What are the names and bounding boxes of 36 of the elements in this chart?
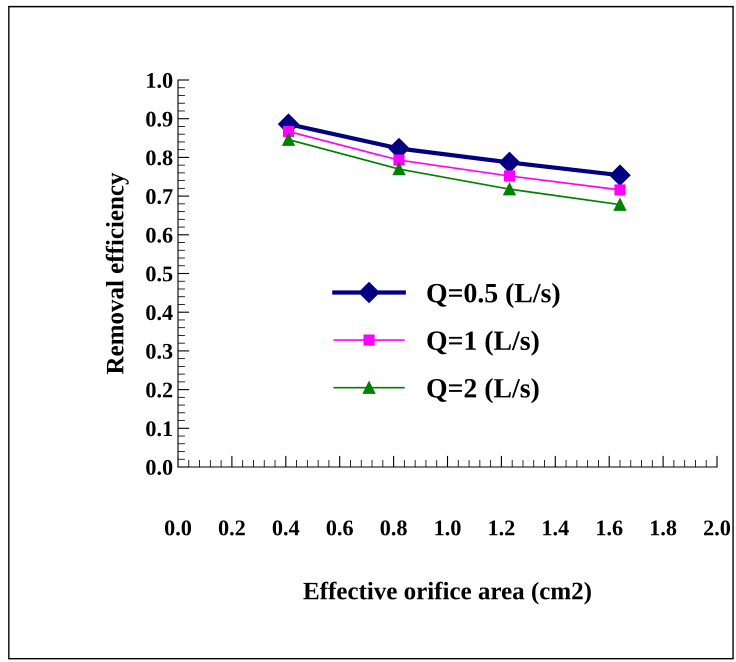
point	[503, 182, 516, 196]
x-tick-label: 0.0	[164, 520, 192, 536]
point	[392, 162, 406, 176]
y-tick-label: 0.9	[146, 112, 172, 127]
legend-label: Q=0.5 (L/s)	[427, 282, 560, 308]
x-tick-label: 2.0	[704, 520, 730, 536]
x-tick-label: 1.2	[489, 520, 514, 536]
x-tick-label: 1.4	[543, 520, 569, 536]
point	[504, 170, 516, 182]
point	[614, 184, 626, 196]
point	[282, 126, 294, 138]
point	[282, 133, 295, 146]
y-tick-label: 1.0	[147, 72, 172, 88]
y-tick-label: 0.5	[146, 266, 172, 282]
y-axis-title: Removal efficiency	[106, 172, 129, 374]
point	[609, 164, 630, 186]
x-axis-title: Effective orifice area (cm2)	[303, 582, 591, 605]
legend-label: Q=1 (L/s)	[427, 330, 539, 356]
point	[614, 198, 626, 211]
x-tick-label: 0.6	[326, 520, 353, 536]
x-tick-label: 1.0	[435, 520, 461, 536]
y-tick-label: 0.1	[146, 421, 172, 436]
y-tick-label: 0.7	[146, 189, 173, 204]
x-tick-label: 1.6	[597, 520, 622, 536]
y-tick-label: 0.2	[146, 382, 172, 398]
x-tick-label: 1.8	[650, 520, 676, 536]
y-tick-label: 0.4	[146, 305, 173, 320]
legend-label: Q=2 (L/s)	[427, 378, 539, 404]
y-tick-label: 0.0	[146, 460, 172, 476]
y-tick-label: 0.8	[146, 150, 172, 166]
point	[393, 154, 405, 166]
y-tick-label: 0.3	[146, 344, 172, 359]
x-tick-label: 0.4	[272, 520, 300, 536]
x-tick-label: 0.8	[380, 520, 407, 536]
x-tick-label: 0.2	[218, 520, 245, 536]
y-tick-label: 0.6	[146, 228, 172, 243]
